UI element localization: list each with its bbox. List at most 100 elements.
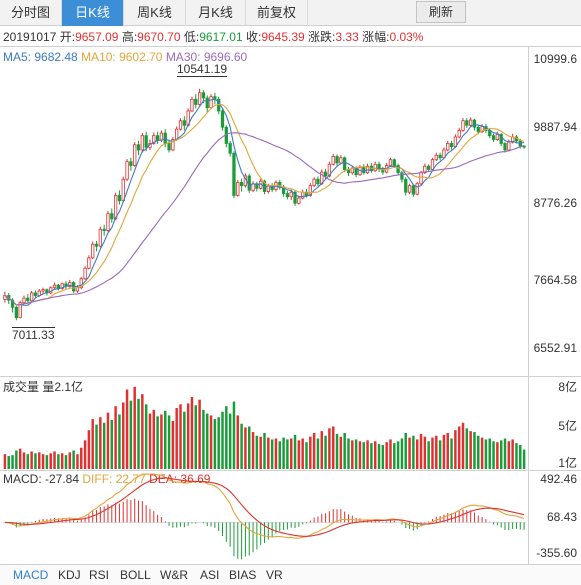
candle-body (469, 119, 473, 126)
volume-bar (118, 414, 121, 469)
candle-body (209, 96, 213, 109)
low-value: 9617.01 (199, 30, 243, 44)
candle-body (457, 130, 461, 138)
volume-bar (393, 443, 396, 469)
candle-body (335, 156, 339, 164)
tab-forward-adjusted[interactable]: 前复权 (246, 0, 308, 26)
tab-vr[interactable]: VR (266, 568, 283, 582)
volume-bar (412, 435, 415, 469)
volume-bar (102, 422, 106, 469)
candle-body (83, 267, 87, 280)
candle-body (155, 135, 160, 141)
high-value: 9670.70 (137, 30, 181, 44)
candle-body (407, 185, 412, 193)
volume-bar (34, 453, 37, 469)
tab-macd[interactable]: MACD (13, 568, 49, 582)
candle-body (323, 171, 328, 177)
volume-bar (473, 432, 476, 469)
volume-bar (469, 431, 472, 469)
volume-bar (244, 427, 247, 469)
volume-bar (240, 423, 243, 469)
volume-bar (381, 444, 385, 469)
volume-bar (122, 402, 125, 469)
candle-body (400, 172, 404, 180)
price-axis-label: 7664.58 (533, 273, 577, 287)
volume-bar (377, 444, 381, 469)
volume-bar (339, 436, 343, 469)
volume-bar (26, 454, 30, 469)
volume-bar (450, 438, 453, 469)
volume-bar (255, 435, 259, 469)
tab-intraday[interactable]: 分时图 (0, 0, 62, 26)
volume-bar (144, 404, 148, 469)
candle-body (182, 120, 186, 126)
candle-body (239, 182, 244, 187)
volume-bar (286, 439, 289, 469)
volume-bar (492, 441, 495, 469)
candle-body (144, 135, 148, 148)
volume-bar (160, 414, 163, 469)
volume-bar (515, 443, 518, 469)
candle-body (438, 154, 442, 159)
volume-bar (503, 438, 507, 469)
pct-value: 0.03% (389, 30, 424, 44)
candle-body (343, 157, 347, 170)
volume-bar (488, 438, 491, 469)
volume-bar (400, 438, 404, 469)
candle-body (41, 289, 45, 292)
open-label: 开: (59, 30, 76, 44)
candle-body (102, 228, 106, 231)
volume-bar (423, 436, 427, 469)
volume-bar (91, 419, 94, 469)
dea-line (4, 477, 525, 537)
refresh-button[interactable]: 刷新 (416, 1, 466, 23)
volume-bar (297, 440, 301, 469)
candle-body (404, 178, 408, 193)
volume-bar (18, 448, 22, 469)
volume-bar (225, 406, 228, 469)
tab-weekly-kline[interactable]: 周K线 (124, 0, 186, 26)
candle-body (297, 197, 301, 204)
tab-bias[interactable]: BIAS (229, 568, 257, 582)
volume-bar (167, 415, 171, 469)
candle-body (472, 119, 477, 128)
candle-body (228, 143, 232, 154)
candle-body (411, 185, 416, 195)
ohlc-info-line: 20191017 开:9657.09 高:9670.70 低:9617.01 收… (3, 28, 423, 44)
volume-bar (106, 412, 110, 469)
candle-body (388, 159, 393, 166)
candle-body (26, 297, 30, 302)
volume-bar (194, 405, 198, 469)
tab-wr[interactable]: W&R (160, 568, 188, 582)
candle-body (117, 195, 122, 202)
volume-bar (236, 415, 240, 469)
tab-daily-kline[interactable]: 日K线 (62, 0, 124, 26)
tab-monthly-kline[interactable]: 月K线 (186, 0, 246, 26)
volume-bar (305, 442, 308, 469)
diff-line (4, 473, 525, 539)
volume-bar (347, 438, 350, 469)
volume-bar (427, 441, 430, 469)
candle-body (301, 191, 305, 199)
tab-boll[interactable]: BOLL (120, 568, 151, 582)
candle-body (14, 306, 19, 319)
tab-rsi[interactable]: RSI (89, 568, 110, 582)
candle-body (33, 292, 38, 296)
volume-bar (171, 420, 175, 469)
ma10-line (4, 103, 525, 306)
candle-body (91, 243, 95, 259)
candle-body (232, 152, 236, 196)
tab-kdj[interactable]: KDJ (58, 568, 81, 582)
candle-body (171, 139, 175, 151)
close-label: 收: (245, 30, 262, 44)
candle-body (22, 297, 26, 304)
volume-bar (95, 424, 98, 469)
volume-bar (30, 451, 33, 469)
tab-asi[interactable]: ASI (200, 568, 220, 582)
volume-bar (324, 435, 327, 469)
candle-body (430, 159, 435, 170)
volume-bar (22, 452, 26, 469)
candle-body (503, 143, 507, 151)
volume-bar (156, 416, 159, 469)
